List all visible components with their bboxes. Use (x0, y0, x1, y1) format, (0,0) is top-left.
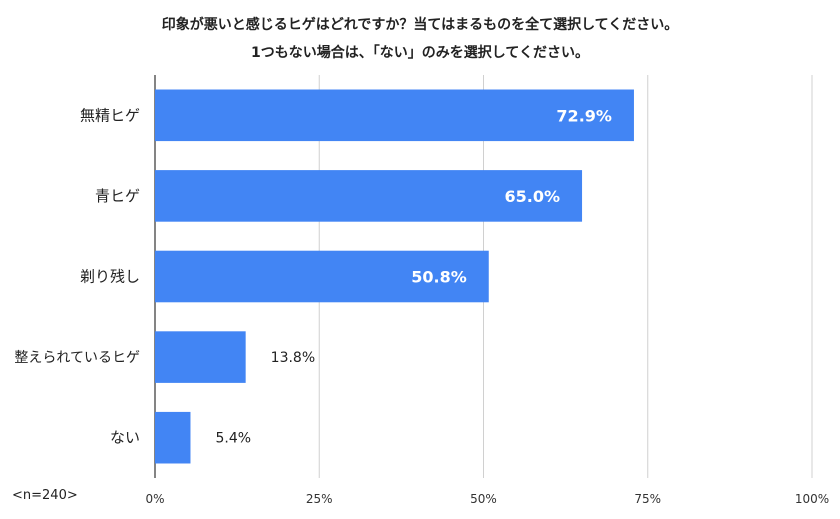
bar (155, 411, 191, 464)
value-label: 13.8% (271, 350, 315, 366)
sample-size-note: <n=240> (12, 488, 78, 503)
category-label: 無精ヒゲ (80, 106, 140, 124)
chart-title-line-2: 1つもない場合は、「ない」のみを選択してください。 (251, 45, 589, 61)
bar (155, 170, 583, 222)
x-tick-label: 0% (145, 492, 164, 506)
bar (155, 331, 246, 383)
value-label: 5.4% (215, 431, 251, 447)
chart-title-line-1: 印象が悪いと感じるヒゲはどれですか？当てはまるものを全て選択してください。 (161, 17, 679, 33)
x-tick-label: 50% (470, 492, 497, 506)
bar (155, 89, 634, 142)
value-label: 65.0% (505, 187, 561, 206)
category-label: 整えられているヒゲ (14, 350, 140, 366)
x-tick-label: 25% (306, 492, 333, 506)
value-label: 50.8% (411, 268, 467, 287)
x-tick-label: 100% (795, 492, 829, 506)
bar (155, 250, 489, 303)
value-label: 72.9% (556, 106, 612, 125)
category-label: ない (110, 429, 140, 447)
category-label: 青ヒゲ (95, 187, 140, 205)
x-tick-label: 75% (634, 492, 661, 506)
category-label: 剃り残し (80, 268, 140, 286)
